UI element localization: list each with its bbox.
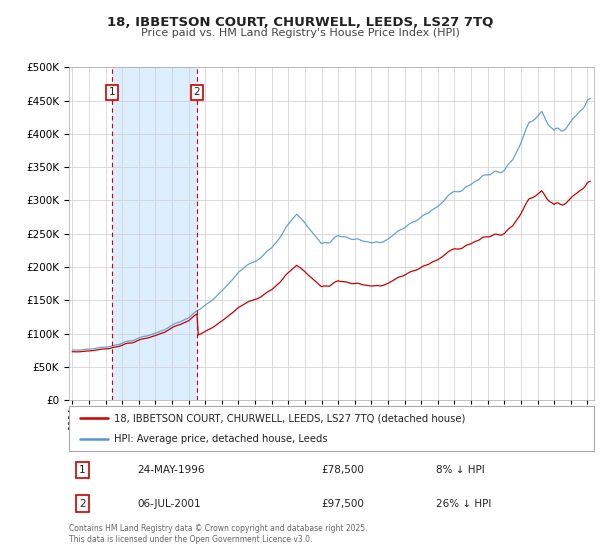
Text: 18, IBBETSON COURT, CHURWELL, LEEDS, LS27 7TQ (detached house): 18, IBBETSON COURT, CHURWELL, LEEDS, LS2… [113, 413, 465, 423]
Text: Contains HM Land Registry data © Crown copyright and database right 2025.
This d: Contains HM Land Registry data © Crown c… [69, 524, 367, 544]
Text: Price paid vs. HM Land Registry's House Price Index (HPI): Price paid vs. HM Land Registry's House … [140, 28, 460, 38]
Text: 24-MAY-1996: 24-MAY-1996 [137, 465, 205, 475]
Text: 18, IBBETSON COURT, CHURWELL, LEEDS, LS27 7TQ: 18, IBBETSON COURT, CHURWELL, LEEDS, LS2… [107, 16, 493, 29]
Text: 2: 2 [79, 498, 85, 508]
Text: HPI: Average price, detached house, Leeds: HPI: Average price, detached house, Leed… [113, 433, 327, 444]
Text: 1: 1 [79, 465, 85, 475]
Text: £78,500: £78,500 [321, 465, 364, 475]
Text: 8% ↓ HPI: 8% ↓ HPI [437, 465, 485, 475]
Bar [112, 67, 197, 400]
Text: £97,500: £97,500 [321, 498, 364, 508]
Text: 2: 2 [194, 87, 200, 97]
Text: 26% ↓ HPI: 26% ↓ HPI [437, 498, 492, 508]
Text: 06-JUL-2001: 06-JUL-2001 [137, 498, 201, 508]
Text: 1: 1 [109, 87, 115, 97]
